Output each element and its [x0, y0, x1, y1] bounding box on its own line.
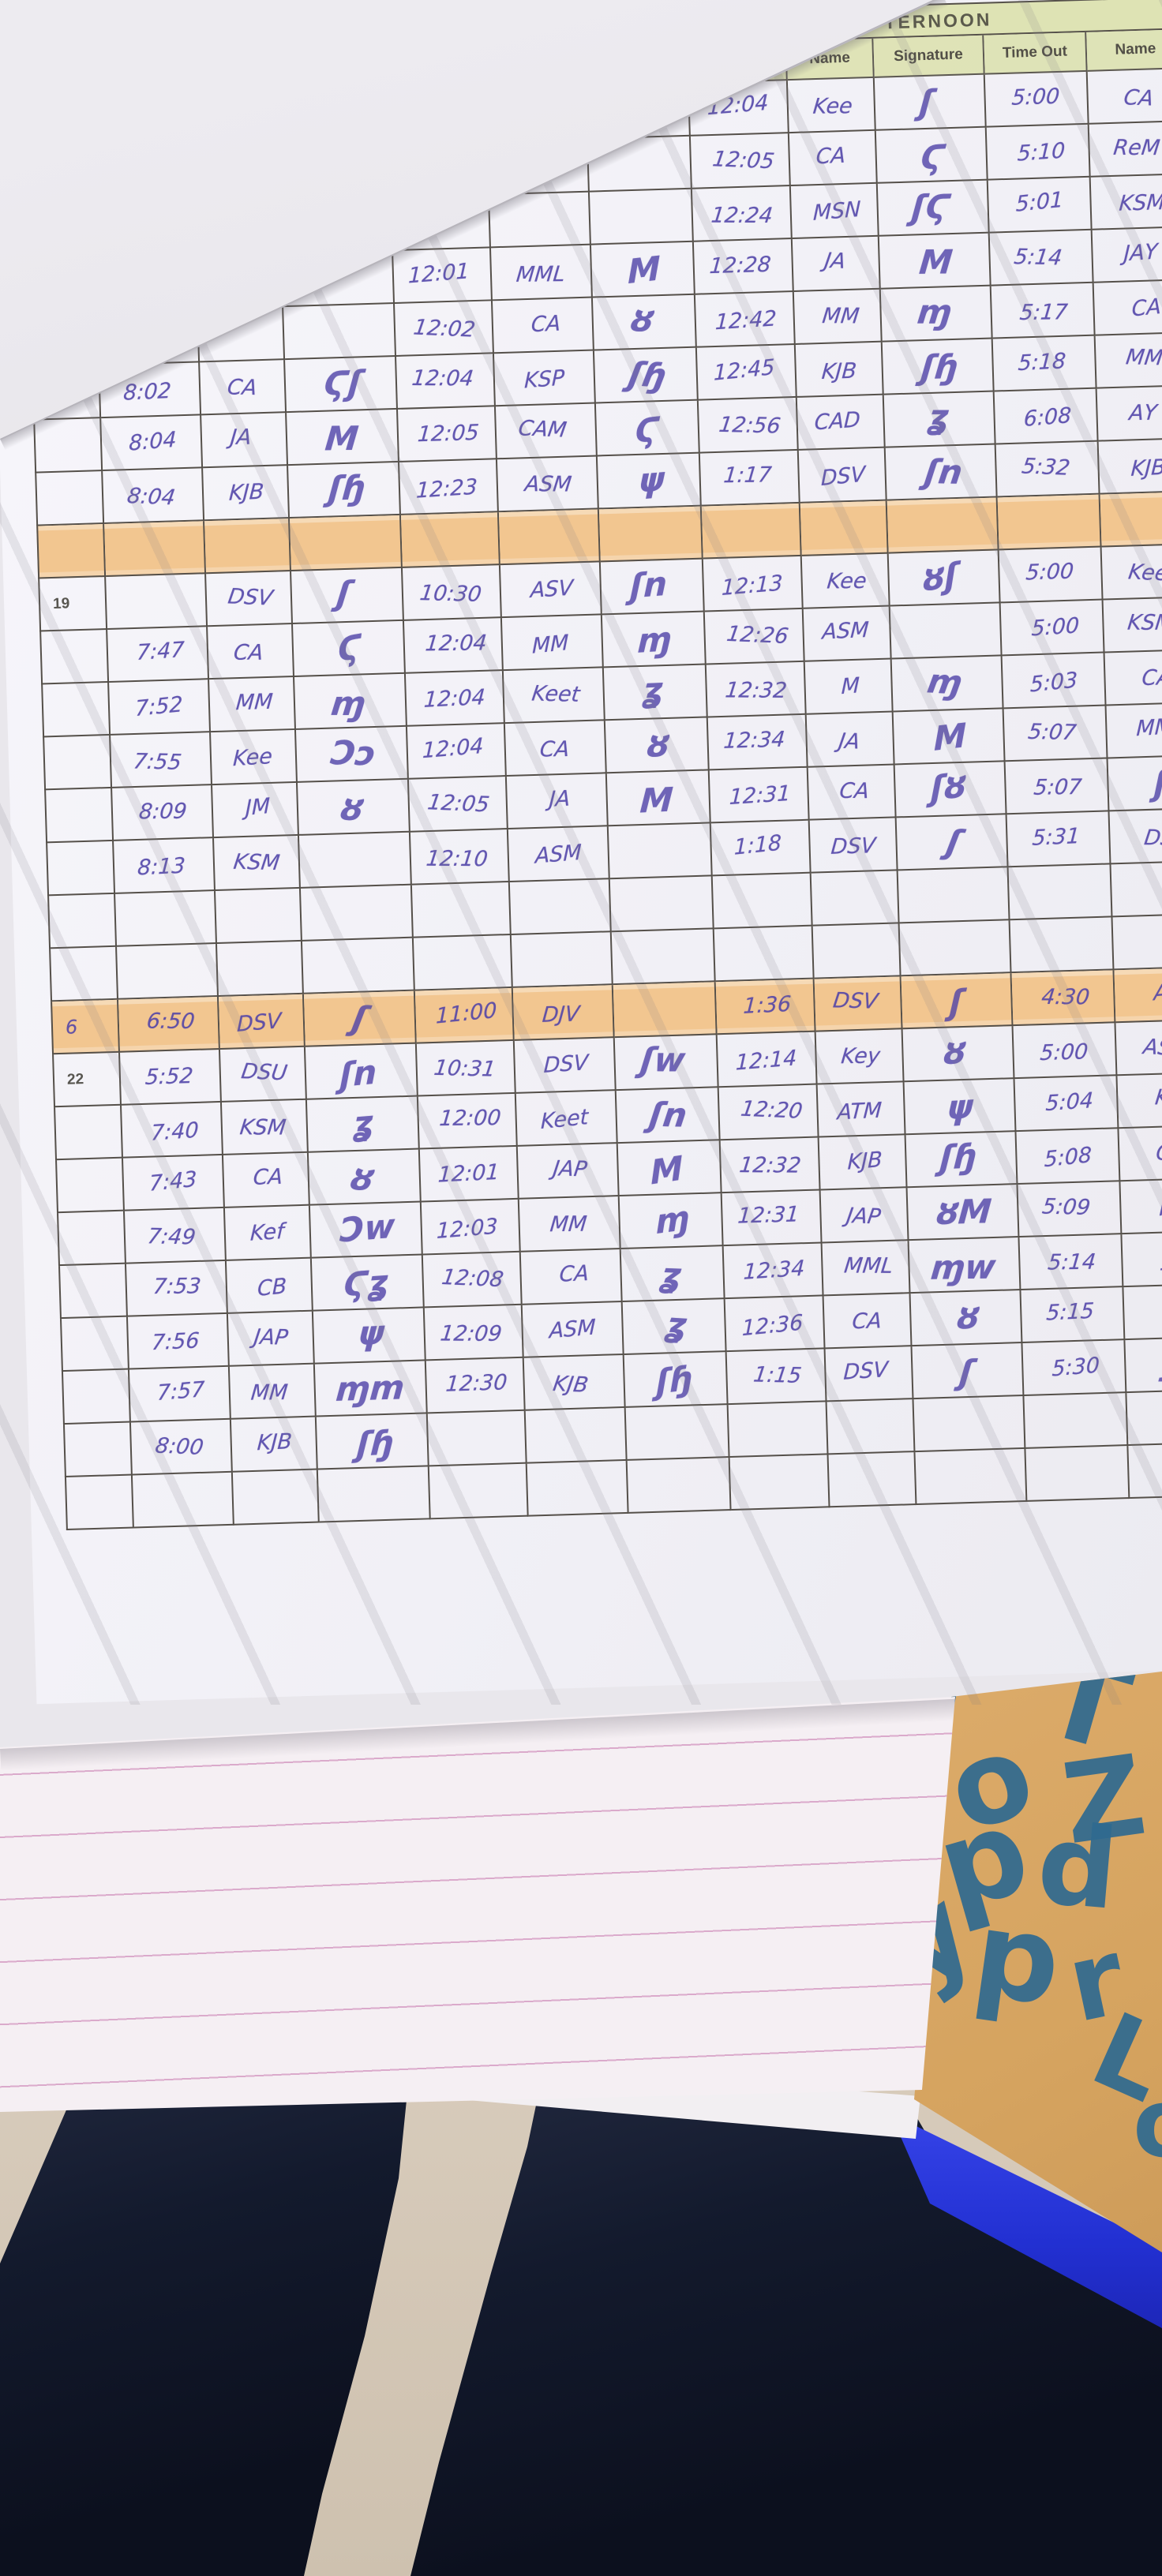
cardboard-letter: o	[1133, 2077, 1162, 2172]
cardboard-letter: p	[965, 1885, 1069, 2033]
lined-notebook-paper	[0, 1697, 955, 2112]
